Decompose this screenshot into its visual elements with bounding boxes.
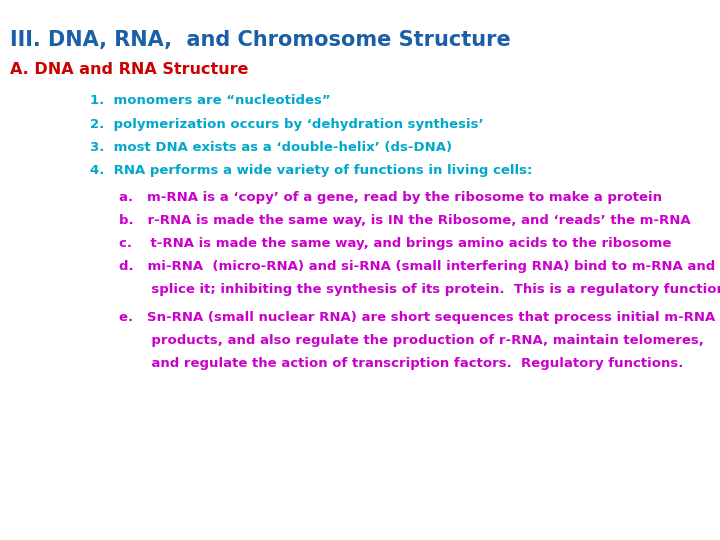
Text: b.   r-RNA is made the same way, is IN the Ribosome, and ‘reads’ the m-RNA: b. r-RNA is made the same way, is IN the… [119, 214, 690, 227]
Text: d.   mi-RNA  (micro-RNA) and si-RNA (small interfering RNA) bind to m-RNA and: d. mi-RNA (micro-RNA) and si-RNA (small … [119, 260, 715, 273]
Text: products, and also regulate the production of r-RNA, maintain telomeres,: products, and also regulate the producti… [119, 334, 703, 347]
Text: and regulate the action of transcription factors.  Regulatory functions.: and regulate the action of transcription… [119, 357, 683, 370]
Text: III. DNA, RNA,  and Chromosome Structure: III. DNA, RNA, and Chromosome Structure [10, 30, 510, 50]
Text: e.   Sn-RNA (small nuclear RNA) are short sequences that process initial m-RNA: e. Sn-RNA (small nuclear RNA) are short … [119, 310, 715, 323]
Text: c.    t-RNA is made the same way, and brings amino acids to the ribosome: c. t-RNA is made the same way, and bring… [119, 237, 671, 250]
Text: a.   m-RNA is a ‘copy’ of a gene, read by the ribosome to make a protein: a. m-RNA is a ‘copy’ of a gene, read by … [119, 191, 662, 204]
Text: splice it; inhibiting the synthesis of its protein.  This is a regulatory functi: splice it; inhibiting the synthesis of i… [119, 284, 720, 296]
Text: 3.  most DNA exists as a ‘double-helix’ (ds-DNA): 3. most DNA exists as a ‘double-helix’ (… [90, 141, 452, 154]
Text: 2.  polymerization occurs by ‘dehydration synthesis’: 2. polymerization occurs by ‘dehydration… [90, 118, 484, 131]
Text: 1.  monomers are “nucleotides”: 1. monomers are “nucleotides” [90, 94, 330, 107]
Text: 4.  RNA performs a wide variety of functions in living cells:: 4. RNA performs a wide variety of functi… [90, 164, 532, 177]
Text: A. DNA and RNA Structure: A. DNA and RNA Structure [10, 62, 248, 77]
